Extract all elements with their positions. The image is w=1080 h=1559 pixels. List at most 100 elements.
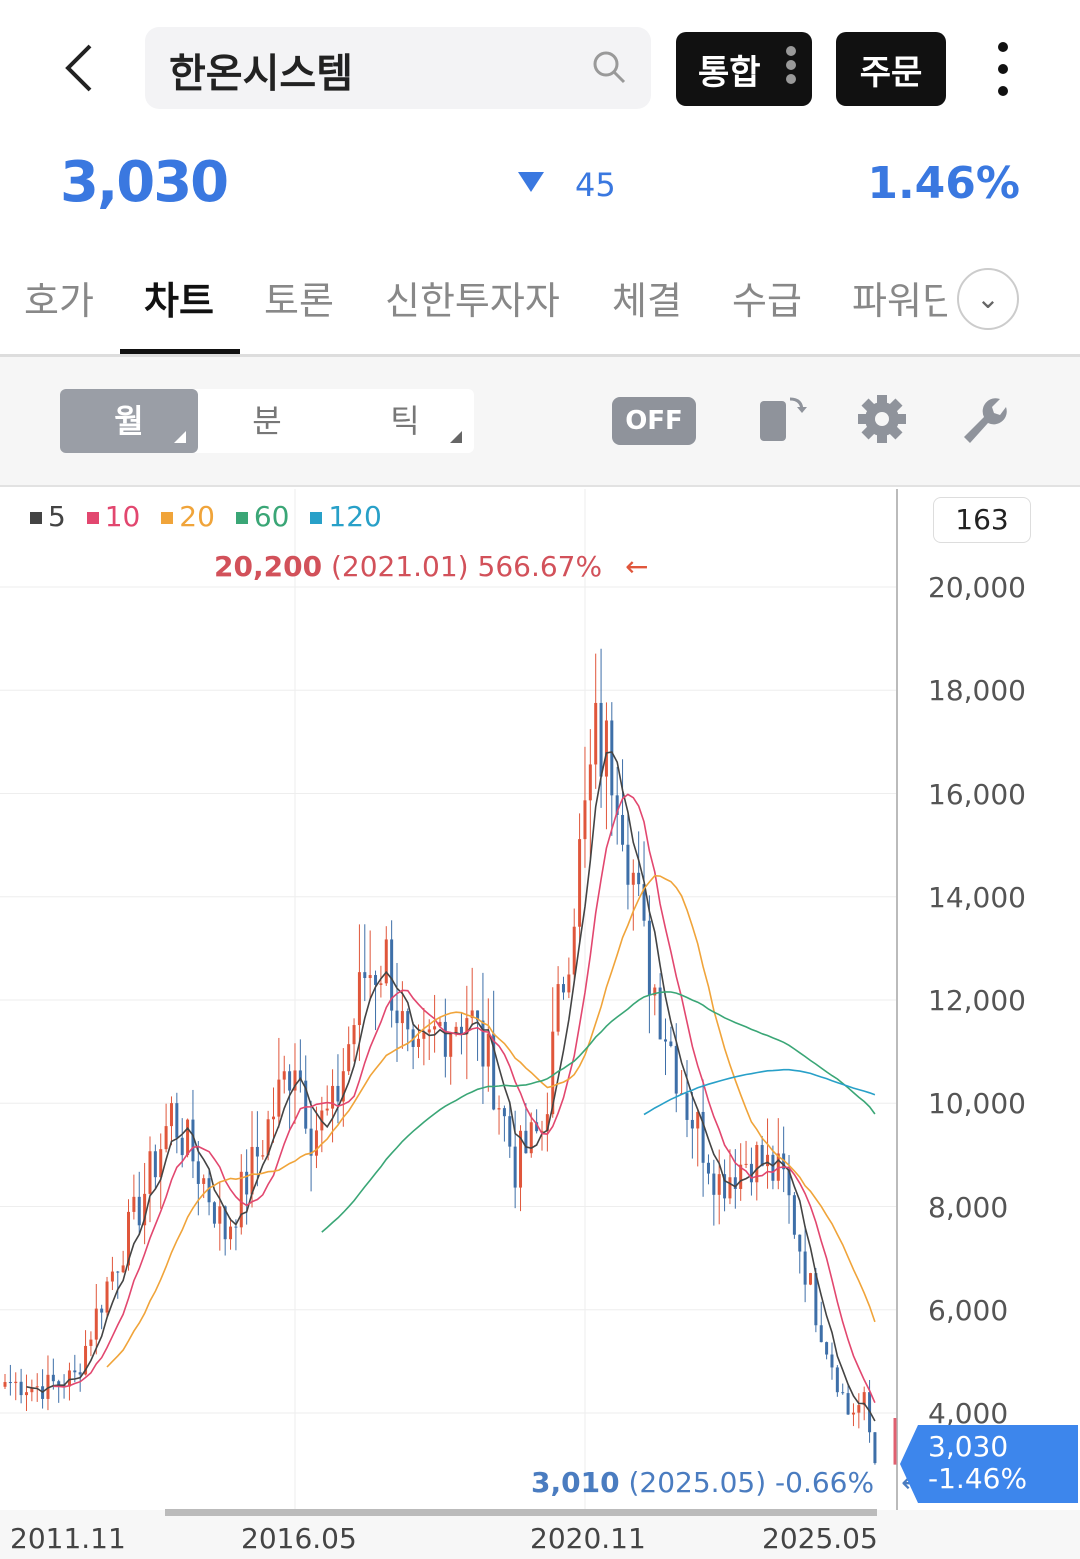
period-selector: 월 분 틱 [60,389,474,453]
candle-body [223,1206,227,1240]
y-tick-label: 18,000 [928,674,1026,708]
candle-body [105,1281,109,1313]
candle-body [293,1070,297,1091]
candle-body [84,1345,88,1375]
period-tick[interactable]: 틱 [336,389,474,453]
candle-body [331,1085,335,1109]
candle-body [604,720,608,777]
candle-body [282,1071,286,1080]
chart-svg [0,489,898,1559]
tab-orderbook[interactable]: 호가 [24,279,94,323]
candle-body [749,1163,753,1183]
y-tick-label: 4,000 [928,1397,1009,1430]
candle-body [374,975,378,985]
candle-body [363,972,367,979]
change-percent: 1.46% [867,158,1020,209]
candle-body [857,1405,861,1413]
tab-trades[interactable]: 체결 [612,279,682,323]
volume-box[interactable]: 163 [933,497,1031,543]
tab-chart[interactable]: 차트 [144,279,214,323]
chart-scrollbar[interactable] [165,1509,877,1516]
y-tick-label: 20,000 [928,571,1026,604]
candle-body [588,764,592,801]
candle-body [288,1071,292,1091]
tab-supply[interactable]: 수급 [732,279,802,323]
back-button[interactable] [60,40,100,96]
candle-body [610,720,614,796]
candle-body [744,1163,748,1165]
x-tick-label: 2020.11 [530,1522,646,1555]
current-price: 3,030 [60,150,229,215]
ma-legend: 5 10 20 60 120 [30,500,394,533]
candle-body [196,1161,200,1184]
candle-body [46,1374,50,1399]
y-tick-label: 12,000 [928,984,1026,1017]
tab-discussion[interactable]: 토론 [264,279,334,323]
integrated-button[interactable]: 통합 [676,32,812,106]
candle-body [572,926,576,975]
candle-body [298,1070,302,1081]
candle-body [234,1226,238,1228]
tab-bar: 호가 차트 토론 신한투자자 체결 수급 파워딘 [0,262,1080,356]
candle-body [459,1026,463,1035]
candle-body [8,1382,12,1384]
candle-body [712,1173,716,1195]
period-month[interactable]: 월 [60,389,198,453]
order-label: 주문 [859,52,923,93]
candle-body [19,1381,23,1396]
candle-body [443,1021,447,1057]
candle-body [186,1119,190,1156]
candle-body [379,983,383,985]
candle-body [164,1126,168,1150]
candle-body [862,1392,866,1406]
candle-body [540,1130,544,1132]
candle-body [841,1392,845,1394]
chevron-left-icon [65,44,92,92]
tab-power[interactable]: 파워딘 [852,279,947,323]
candle-body [674,1045,678,1094]
tabs-expand-button[interactable]: ⌄ [957,268,1019,330]
tab-shinhan-investor[interactable]: 신한투자자 [385,279,560,323]
candle-body [825,1342,829,1355]
candle-body [529,1122,533,1154]
candle-body [67,1370,71,1387]
candle-body [578,839,582,927]
candle-body [73,1370,77,1373]
search-icon[interactable] [591,49,627,85]
ma10-line [53,793,876,1404]
candle-body [255,1146,259,1157]
candle-body [272,1116,275,1120]
candle-body [14,1381,18,1384]
candle-body [481,1020,485,1067]
divider [0,354,1080,357]
legend-ma20: 20 [161,500,221,533]
candle-body [476,1010,480,1021]
period-minute[interactable]: 분 [198,389,336,453]
candle-body [191,1119,195,1162]
price-chart[interactable] [0,489,1080,1559]
candle-body [642,884,646,921]
candle-body [782,1153,786,1170]
candle-body [78,1372,82,1375]
x-axis-bar [0,1510,1080,1559]
legend-ma60: 60 [235,500,296,533]
order-button[interactable]: 주문 [836,32,946,106]
rotate-icon[interactable] [758,393,810,445]
candle-body [277,1079,281,1117]
tag-pct: -1.46% [928,1462,1028,1495]
off-toggle[interactable]: OFF [612,397,696,445]
period-label: 틱 [390,402,420,440]
candle-body [94,1308,98,1340]
candle-body [395,1010,399,1024]
more-vertical-icon[interactable] [998,42,1014,108]
candle-body [416,1038,420,1047]
tag-price: 3,030 [928,1430,1009,1463]
wrench-icon[interactable] [956,393,1008,445]
candle-body [304,1080,308,1129]
stock-search-field[interactable]: 한온시스템 [145,27,651,109]
gear-icon[interactable] [856,393,908,445]
candle-body [760,1145,764,1167]
candle-body [621,814,625,845]
candle-body [664,1039,668,1042]
candle-body [180,1137,184,1156]
